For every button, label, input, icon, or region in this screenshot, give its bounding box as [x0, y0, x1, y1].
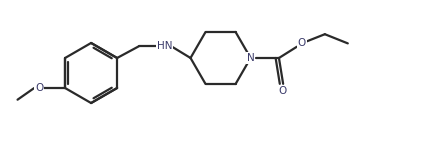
Text: O: O: [279, 86, 287, 96]
Text: O: O: [298, 38, 306, 48]
Text: O: O: [35, 83, 43, 93]
Text: N: N: [247, 53, 255, 63]
Text: HN: HN: [157, 41, 172, 51]
